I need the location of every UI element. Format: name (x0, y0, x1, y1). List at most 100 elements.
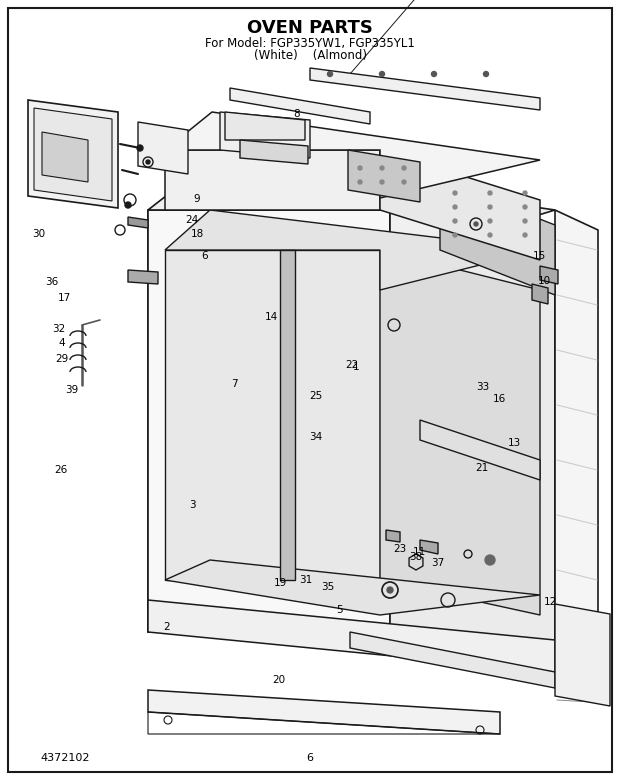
Polygon shape (148, 160, 555, 260)
Polygon shape (386, 530, 400, 542)
Text: 39: 39 (65, 385, 79, 395)
Circle shape (402, 180, 406, 184)
Text: 19: 19 (273, 579, 287, 588)
Polygon shape (240, 140, 308, 164)
Circle shape (523, 191, 527, 195)
Text: 23: 23 (393, 544, 407, 554)
Polygon shape (165, 112, 540, 198)
Polygon shape (555, 604, 610, 706)
Circle shape (327, 72, 332, 76)
Text: 6: 6 (306, 753, 314, 763)
Text: 18: 18 (190, 229, 204, 239)
Polygon shape (225, 112, 305, 140)
Text: 7: 7 (231, 379, 237, 388)
Circle shape (453, 233, 457, 237)
Text: 14: 14 (265, 312, 278, 321)
Text: (White)    (Almond): (White) (Almond) (254, 49, 366, 62)
Circle shape (402, 166, 406, 170)
Text: 21: 21 (476, 463, 489, 473)
Text: 29: 29 (55, 354, 69, 363)
Polygon shape (348, 150, 420, 202)
Text: 30: 30 (32, 229, 45, 239)
Polygon shape (310, 68, 540, 110)
Polygon shape (165, 560, 540, 615)
Circle shape (146, 160, 150, 164)
Circle shape (474, 222, 478, 226)
Text: 22: 22 (345, 360, 359, 370)
Circle shape (485, 555, 495, 565)
Circle shape (137, 145, 143, 151)
Polygon shape (540, 266, 558, 284)
Text: 36: 36 (45, 278, 58, 287)
Text: 24: 24 (185, 215, 199, 225)
Text: 17: 17 (58, 293, 71, 303)
Text: 1: 1 (353, 362, 360, 371)
Text: 4: 4 (59, 339, 65, 348)
Polygon shape (350, 632, 555, 688)
Text: 12: 12 (544, 597, 557, 607)
Polygon shape (280, 250, 295, 580)
Polygon shape (220, 112, 310, 158)
Text: 15: 15 (533, 251, 546, 261)
Text: OVEN PARTS: OVEN PARTS (247, 19, 373, 37)
Polygon shape (165, 250, 380, 580)
Polygon shape (42, 132, 88, 182)
Text: 37: 37 (431, 558, 445, 568)
Circle shape (453, 205, 457, 209)
Polygon shape (440, 180, 555, 295)
Polygon shape (148, 210, 390, 632)
Circle shape (523, 233, 527, 237)
Circle shape (432, 72, 436, 76)
Circle shape (488, 233, 492, 237)
Polygon shape (380, 150, 540, 260)
Polygon shape (128, 217, 148, 228)
Text: 2: 2 (163, 622, 169, 632)
Text: 33: 33 (476, 382, 489, 392)
Text: 3: 3 (189, 501, 195, 510)
Text: 13: 13 (508, 438, 521, 448)
Polygon shape (555, 210, 598, 700)
Circle shape (453, 219, 457, 223)
Circle shape (387, 587, 393, 593)
Circle shape (523, 219, 527, 223)
Polygon shape (128, 270, 158, 284)
Circle shape (453, 191, 457, 195)
Text: 8: 8 (293, 109, 299, 119)
Text: 20: 20 (272, 675, 286, 685)
Text: 4372102: 4372102 (40, 753, 89, 763)
Text: 10: 10 (538, 276, 551, 285)
Circle shape (358, 180, 362, 184)
Polygon shape (34, 108, 112, 201)
Text: 34: 34 (309, 432, 323, 441)
Circle shape (358, 166, 362, 170)
Circle shape (523, 205, 527, 209)
Text: For Model: FGP335YW1, FGP335YL1: For Model: FGP335YW1, FGP335YL1 (205, 37, 415, 49)
Polygon shape (28, 100, 118, 208)
Polygon shape (148, 190, 212, 632)
Polygon shape (380, 250, 540, 615)
Circle shape (379, 72, 384, 76)
Text: 32: 32 (52, 324, 66, 334)
Polygon shape (420, 540, 438, 554)
Text: 5: 5 (337, 605, 343, 615)
Circle shape (125, 202, 131, 208)
Polygon shape (138, 122, 188, 174)
Polygon shape (230, 88, 370, 124)
Text: 11: 11 (412, 548, 426, 557)
Circle shape (484, 72, 489, 76)
Polygon shape (165, 150, 380, 210)
Text: 16: 16 (492, 395, 506, 404)
Text: 25: 25 (309, 392, 323, 401)
Text: 35: 35 (321, 582, 334, 591)
Circle shape (380, 166, 384, 170)
Polygon shape (165, 210, 540, 290)
Text: 6: 6 (202, 251, 208, 261)
Polygon shape (148, 690, 500, 734)
Text: 38: 38 (409, 552, 422, 562)
Circle shape (488, 205, 492, 209)
Text: 9: 9 (194, 194, 200, 204)
Polygon shape (420, 420, 540, 480)
Circle shape (488, 191, 492, 195)
Circle shape (488, 219, 492, 223)
Circle shape (380, 180, 384, 184)
